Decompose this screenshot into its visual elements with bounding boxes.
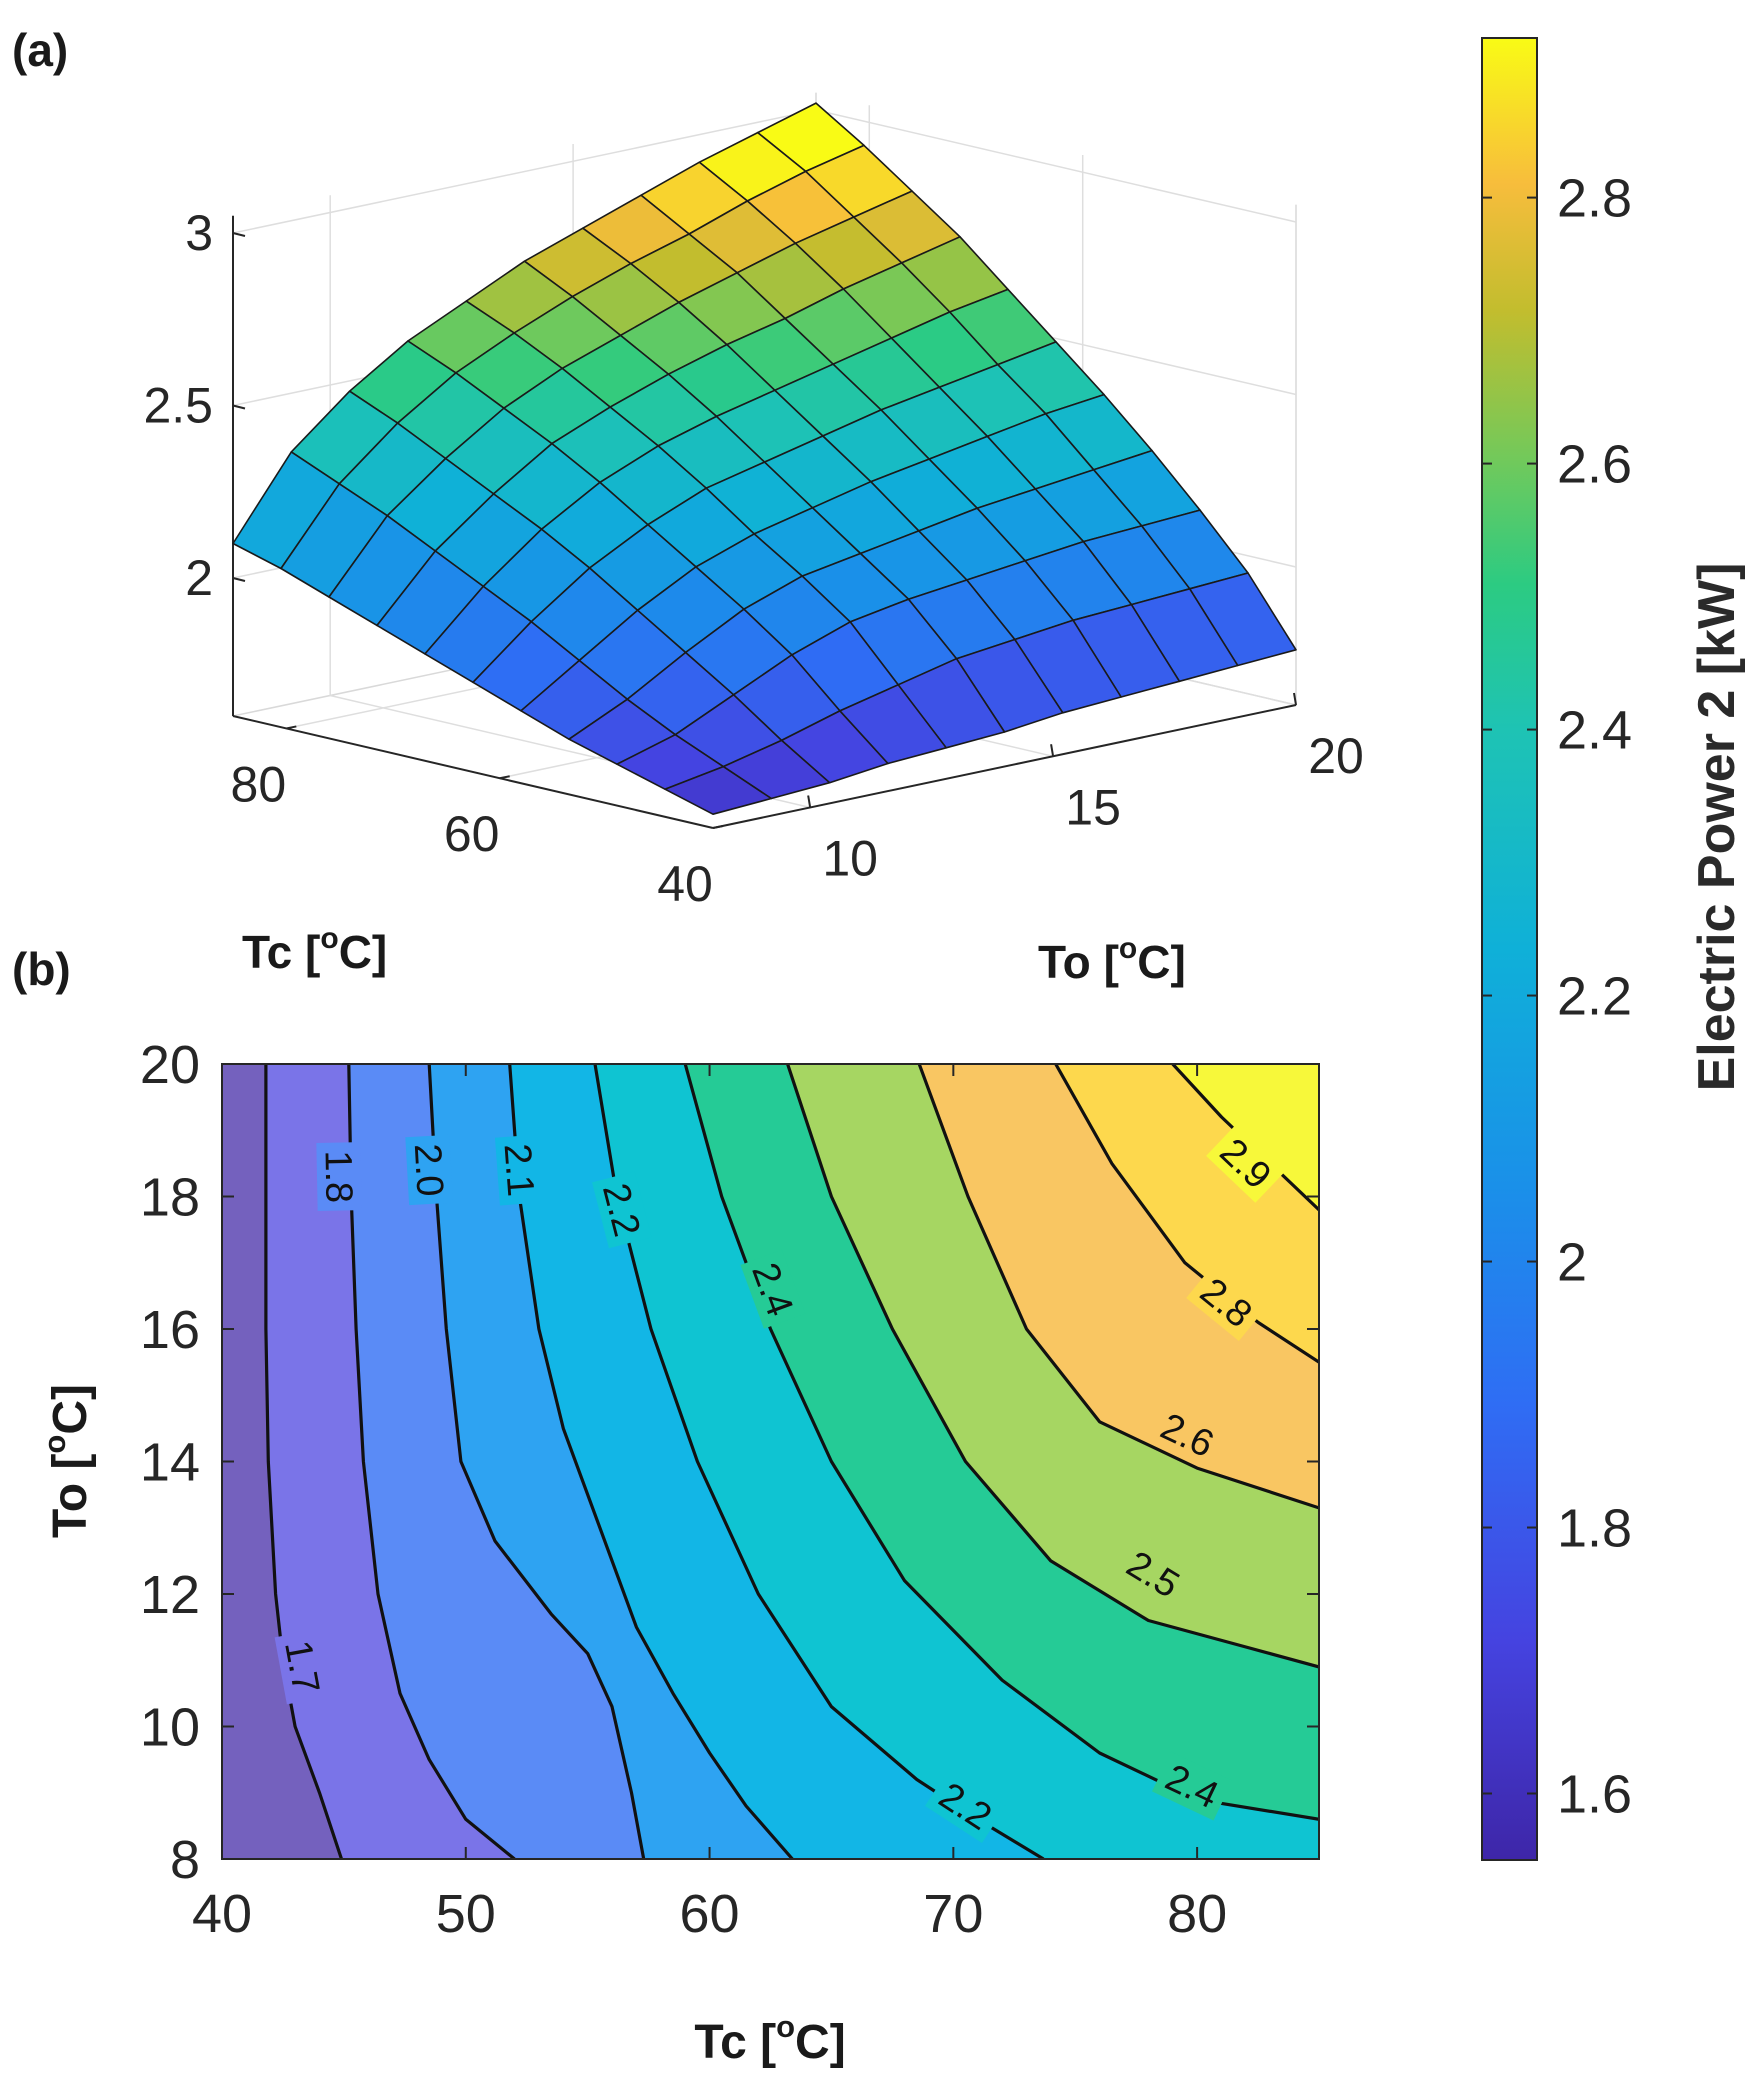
contour-label-gap xyxy=(316,1142,362,1212)
contour-label-text: 1.8 xyxy=(316,1150,359,1204)
contour-plot-panel: (b) 1.71.8 2.0 2.12.22.22.42.42.52.62.82.9… xyxy=(12,943,1320,2069)
y-tick-label: 10 xyxy=(140,1698,200,1758)
y-tick-label: 14 xyxy=(140,1433,200,1493)
tc-tick-label: 60 xyxy=(444,806,500,862)
contour-label-gap xyxy=(1206,1124,1286,1203)
contour-line xyxy=(347,1064,516,1859)
z-tick-label: 2.5 xyxy=(143,378,213,434)
contour-region xyxy=(1055,1064,1319,1363)
contour-fill-regions xyxy=(222,1064,1319,1859)
contour-line xyxy=(917,1064,1319,1510)
panel-label-b: (b) xyxy=(12,943,71,995)
surface-mesh xyxy=(232,102,1297,816)
y-tick-label: 12 xyxy=(140,1565,200,1625)
contour-label-text: 2.1 xyxy=(496,1142,542,1198)
contour-line xyxy=(1054,1064,1319,1364)
contour-region xyxy=(429,1064,793,1859)
contour-label-gap xyxy=(740,1249,806,1329)
to-tick-mark xyxy=(1293,692,1297,706)
colorbar-tick-label: 1.8 xyxy=(1557,1499,1632,1559)
contour-label-gap xyxy=(1112,1537,1194,1611)
contour-label: 2.1 xyxy=(494,1134,544,1206)
colorbar-gradient xyxy=(1481,37,1538,1861)
contour-label-gap xyxy=(1147,1400,1228,1470)
contour-region xyxy=(265,1064,515,1859)
tc-tick-mark xyxy=(712,825,724,829)
x-tick-label: 70 xyxy=(923,1884,983,1944)
tc-tick-label: 80 xyxy=(231,756,287,812)
contour-line xyxy=(427,1064,646,1859)
colorbar-tick-label: 2.8 xyxy=(1557,169,1632,229)
contour-label-gap xyxy=(1186,1263,1267,1342)
z-tick-mark xyxy=(232,577,246,582)
contour-x-axis-label: Tc [oC] xyxy=(694,2009,845,2069)
contour-line xyxy=(786,1064,1319,1669)
z-tick-mark xyxy=(232,232,246,237)
contour-label-gap xyxy=(494,1134,544,1206)
contour-line xyxy=(264,1064,344,1859)
contour-label-gap xyxy=(592,1171,652,1249)
colorbar-tick-label: 2.6 xyxy=(1557,435,1632,495)
contour-label: 1.8 xyxy=(316,1142,362,1212)
contour-label-gap xyxy=(405,1134,454,1206)
contour-region xyxy=(348,1064,644,1859)
to-tick-label: 10 xyxy=(822,831,878,887)
z-tick-label: 2 xyxy=(185,550,213,606)
contour-y-axis-label: To [oC] xyxy=(37,1384,97,1538)
contour-axis-ticks: 40 50 60 70 80 8 10 12 14 16 18 20 xyxy=(140,1035,1319,1944)
to-tick-mark xyxy=(807,795,812,808)
colorbar-tick-label: 2.4 xyxy=(1557,701,1632,761)
surface-patch xyxy=(664,765,773,816)
to-tick-label: 15 xyxy=(1065,779,1121,835)
contour-label-gap xyxy=(1152,1751,1233,1821)
contour-label: 2.8 xyxy=(1186,1263,1267,1342)
y-tick-label: 18 xyxy=(140,1168,200,1228)
surface-plot-panel: (a) 2 2.5 3 40 60 80 10 15 20 Tc [oC] To [oC] xyxy=(12,24,1364,988)
contour-region xyxy=(595,1064,1319,1859)
colorbar-tick-label: 2 xyxy=(1557,1233,1587,1293)
contour-label: 1.7 xyxy=(274,1629,331,1705)
z-tick-label: 3 xyxy=(185,205,213,261)
contour-region xyxy=(919,1064,1319,1508)
contour-label-text: 1.7 xyxy=(276,1637,327,1697)
y-tick-label: 8 xyxy=(170,1830,200,1890)
x-tick-label: 50 xyxy=(436,1884,496,1944)
colorbar-tick-label: 2.2 xyxy=(1557,967,1632,1027)
contour-label-gap xyxy=(274,1629,331,1705)
y-tick-label: 20 xyxy=(140,1035,200,1095)
tc-axis-line xyxy=(232,715,714,829)
colorbar-label: Electric Power 2 [kW] xyxy=(1688,563,1746,1092)
contour-label: 2.0 xyxy=(405,1134,454,1206)
contour-label-gap xyxy=(925,1769,1006,1843)
y-tick-label: 16 xyxy=(140,1300,200,1360)
surface-y-axis-label: To [oC] xyxy=(1038,932,1186,988)
surface-tick-labels: 2 2.5 3 40 60 80 10 15 20 xyxy=(143,205,1363,912)
surface-x-axis-label: Tc [oC] xyxy=(242,922,387,978)
colorbar: 1.6 1.8 2 2.2 2.4 2.6 2.8 Electric Power 2 [kW… xyxy=(1481,37,1746,1861)
colorbar-tick-label: 1.6 xyxy=(1557,1765,1632,1825)
x-tick-label: 80 xyxy=(1167,1884,1227,1944)
tc-tick-mark xyxy=(499,775,510,780)
to-tick-label: 20 xyxy=(1308,728,1364,784)
contour-region xyxy=(685,1064,1319,1820)
to-tick-mark xyxy=(1050,744,1055,757)
x-tick-label: 40 xyxy=(192,1884,252,1944)
contour-region xyxy=(222,1064,342,1859)
tc-tick-mark xyxy=(286,725,297,730)
contour-line xyxy=(508,1064,794,1859)
contour-region xyxy=(509,1064,1044,1859)
contour-label-text: 2.0 xyxy=(406,1143,451,1198)
z-tick-mark xyxy=(232,404,246,410)
panel-label-a: (a) xyxy=(12,24,68,76)
x-tick-label: 60 xyxy=(680,1884,740,1944)
colorbar-ticks: 1.6 1.8 2 2.2 2.4 2.6 2.8 xyxy=(1482,169,1632,1825)
tc-tick-label: 40 xyxy=(657,856,713,912)
